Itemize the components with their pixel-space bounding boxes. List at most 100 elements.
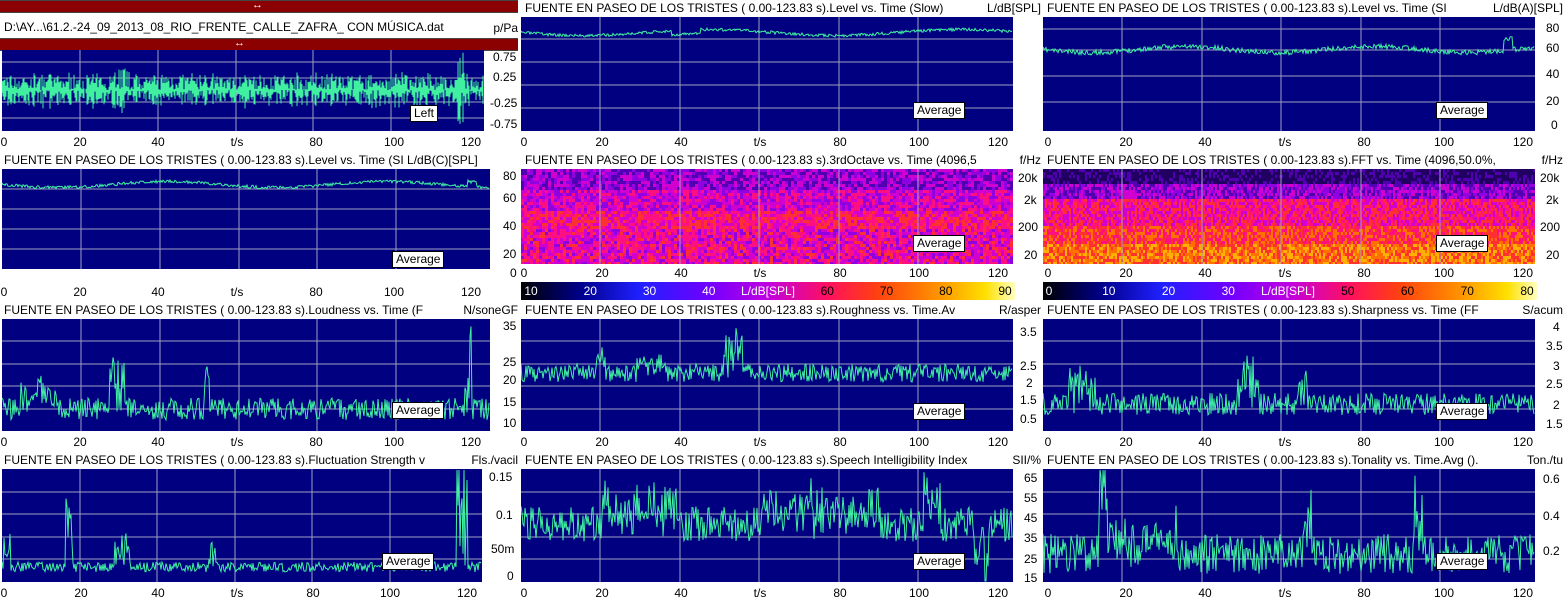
y-tick: -0.25 xyxy=(490,96,518,110)
x-tick: 80 xyxy=(306,586,320,600)
x-tick: 40 xyxy=(1198,586,1212,600)
average-badge: Average xyxy=(913,403,966,420)
x-tick: 120 xyxy=(1512,586,1534,600)
x-tick: 100 xyxy=(908,435,930,449)
average-badge: Average xyxy=(392,251,445,268)
sharpness-panel: FUENTE EN PASEO DE LOS TRISTES ( 0.00-12… xyxy=(1043,302,1565,452)
channel-badge: Left xyxy=(410,105,439,122)
level-a-panel: FUENTE EN PASEO DE LOS TRISTES ( 0.00-12… xyxy=(1043,0,1565,152)
level-c-plot[interactable]: Average xyxy=(2,169,490,269)
panel-title: FUENTE EN PASEO DE LOS TRISTES ( 0.00-12… xyxy=(1047,303,1479,317)
x-tick: 80 xyxy=(833,266,847,280)
x-tick: 80 xyxy=(309,435,323,449)
level-slow-plot[interactable]: Average xyxy=(521,17,1013,131)
x-tick: 80 xyxy=(1357,266,1371,280)
panel-title: FUENTE EN PASEO DE LOS TRISTES ( 0.00-12… xyxy=(525,453,968,467)
colorbar-label: 70 xyxy=(879,284,894,298)
average-badge: Average xyxy=(382,553,435,570)
y-tick: 2 xyxy=(1553,398,1560,412)
panel-title: FUENTE EN PASEO DE LOS TRISTES ( 0.00-12… xyxy=(4,453,426,467)
y-tick: 20 xyxy=(503,247,517,261)
y-tick: 0.15 xyxy=(489,470,513,484)
y-tick: 2.5 xyxy=(1546,377,1563,391)
sii-plot[interactable]: Average xyxy=(521,469,1013,582)
roughness-plot[interactable]: Average xyxy=(521,319,1013,431)
x-tick: 0 xyxy=(521,586,528,600)
level-c-panel: FUENTE EN PASEO DE LOS TRISTES ( 0.00-12… xyxy=(0,152,520,300)
fluctuation-panel: FUENTE EN PASEO DE LOS TRISTES ( 0.00-12… xyxy=(0,452,520,602)
sii-panel: FUENTE EN PASEO DE LOS TRISTES ( 0.00-12… xyxy=(521,452,1043,602)
colorbar-label: 60 xyxy=(820,284,834,298)
colorbar-label: 20 xyxy=(583,284,597,298)
y-tick: 0.1 xyxy=(496,508,513,522)
y-tick: 35 xyxy=(1024,531,1038,545)
y-tick: 0.2 xyxy=(1543,544,1560,558)
y-unit-label: Ton./tu xyxy=(1524,452,1563,468)
data-trace xyxy=(1043,36,1535,57)
y-tick: 60 xyxy=(503,191,517,205)
level-a-plot[interactable]: Average xyxy=(1043,17,1535,131)
loudness-plot[interactable]: Average xyxy=(2,319,490,431)
horizontal-resize-arrow-icon[interactable]: ↔ xyxy=(252,0,263,11)
y-tick: 2k xyxy=(1546,193,1559,207)
x-tick: 100 xyxy=(383,285,405,299)
data-trace xyxy=(521,26,1013,38)
x-tick: 40 xyxy=(1198,135,1212,149)
colorbar-label: 10 xyxy=(1102,284,1116,298)
tonality-panel: FUENTE EN PASEO DE LOS TRISTES ( 0.00-12… xyxy=(1043,452,1565,602)
y-tick: 60 xyxy=(1546,41,1560,55)
y-tick: 200 xyxy=(1018,220,1039,234)
y-tick: 40 xyxy=(1546,67,1560,81)
x-tick: 40 xyxy=(674,135,688,149)
colorbar-label: 60 xyxy=(1400,284,1415,298)
sharpness-plot[interactable]: Average xyxy=(1043,319,1535,431)
x-tick: 0 xyxy=(521,135,528,149)
colorbar-label: 10 xyxy=(524,284,538,298)
x-tick: 120 xyxy=(987,266,1009,280)
x-tick: 20 xyxy=(1119,435,1133,449)
y-tick: 55 xyxy=(1024,491,1038,505)
y-tick: 0.25 xyxy=(493,70,517,84)
third-octave-spectrogram[interactable]: Average xyxy=(521,169,1013,264)
y-tick: 65 xyxy=(1024,471,1038,485)
panel-title: FUENTE EN PASEO DE LOS TRISTES ( 0.00-12… xyxy=(1047,1,1447,15)
x-tick: 80 xyxy=(1357,435,1371,449)
y-tick: 20 xyxy=(1546,248,1560,262)
colorbar: 10 20 30 40 L/dB[SPL] 60 70 80 90 xyxy=(521,282,1015,300)
waveform-plot[interactable]: Left xyxy=(2,50,484,131)
x-axis-label: t/s xyxy=(753,135,767,149)
horizontal-resize-arrow-icon[interactable]: ↔ xyxy=(234,37,245,49)
fft-spectrogram[interactable]: Average xyxy=(1043,169,1535,264)
y-tick: 0.5 xyxy=(1020,412,1037,426)
colorbar-label: 20 xyxy=(1161,284,1176,298)
tonality-plot[interactable]: Average xyxy=(1043,469,1535,582)
x-tick: 80 xyxy=(309,135,323,149)
third-octave-panel: FUENTE EN PASEO DE LOS TRISTES ( 0.00-12… xyxy=(521,152,1043,302)
x-tick: 20 xyxy=(1119,266,1133,280)
y-tick: 0.6 xyxy=(1543,472,1560,486)
fluctuation-plot[interactable]: Average xyxy=(2,469,482,582)
colorbar-label: 0 xyxy=(1045,284,1053,298)
x-tick: 0 xyxy=(1044,266,1052,280)
y-tick: 80 xyxy=(503,169,517,183)
y-tick: 2.5 xyxy=(1020,359,1037,373)
x-axis-label: t/s xyxy=(1278,135,1292,149)
y-tick: 2 xyxy=(1026,376,1033,390)
panel-title: FUENTE EN PASEO DE LOS TRISTES ( 0.00-12… xyxy=(525,1,944,15)
y-tick: 0 xyxy=(507,569,514,583)
colorbar-label: L/dB[SPL] xyxy=(1260,284,1316,298)
y-tick: 1.5 xyxy=(1546,417,1563,431)
y-tick: 15 xyxy=(1024,571,1038,585)
panel-title: FUENTE EN PASEO DE LOS TRISTES ( 0.00-12… xyxy=(1047,453,1479,467)
x-tick: 40 xyxy=(674,266,688,280)
y-unit-label: R/asper xyxy=(996,302,1041,318)
colorbar-gradient xyxy=(521,282,1015,300)
x-tick: 100 xyxy=(908,135,930,149)
colorbar-label: 70 xyxy=(1460,284,1474,298)
timeline-scrollbar-top[interactable]: ↔ xyxy=(0,0,518,13)
x-tick: 100 xyxy=(383,135,405,149)
x-tick: 100 xyxy=(908,586,930,600)
x-tick: 20 xyxy=(1119,586,1133,600)
waveform-panel: ↔ ↔ D:\AY...\61.2.-24_09_2013_08_RIO_FRE… xyxy=(0,0,520,152)
x-axis-label: t/s xyxy=(753,266,767,280)
